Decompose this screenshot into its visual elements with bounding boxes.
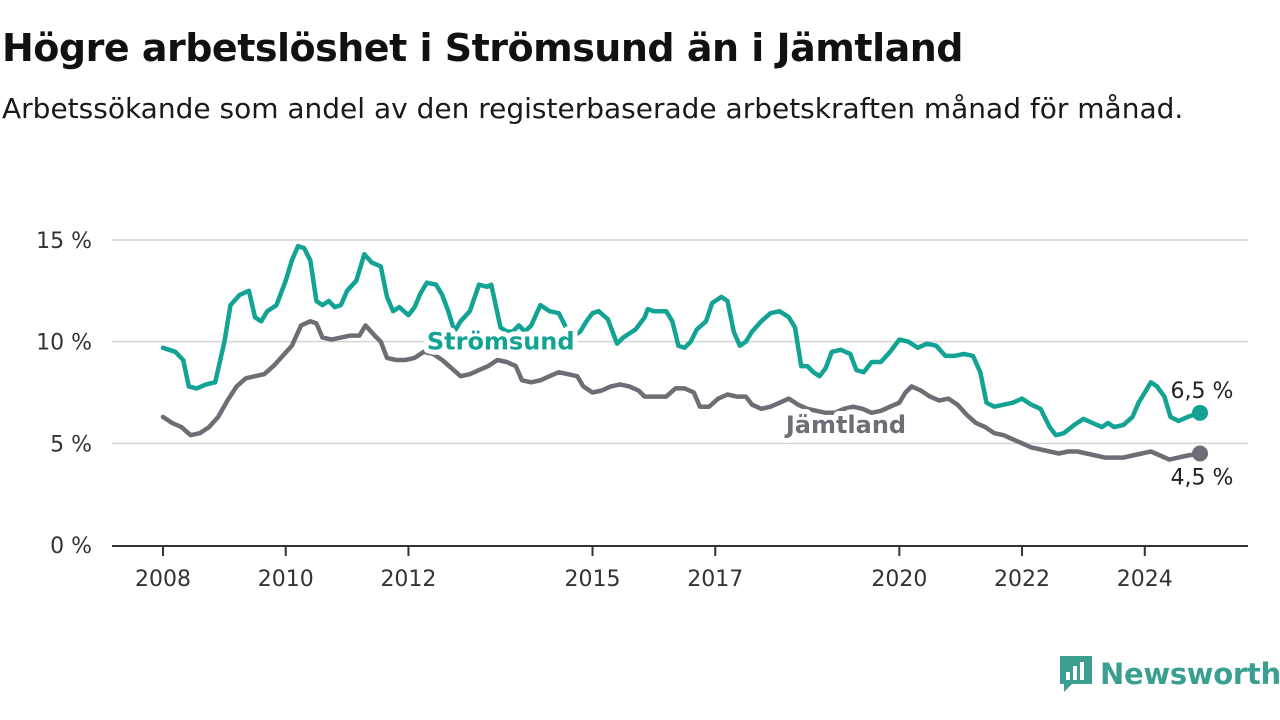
gridlines — [112, 239, 1248, 445]
y-tick-label: 10 % — [36, 331, 92, 356]
x-tick-label: 2010 — [258, 567, 314, 592]
series-label-jamtland: Jämtland — [784, 411, 906, 439]
x-tick-label: 2012 — [380, 567, 436, 592]
y-axis-ticks: 0 % 5 % 10 % 15 % — [36, 229, 92, 559]
series-endpoint-jamtland — [1192, 445, 1208, 462]
y-tick-label: 5 % — [50, 432, 92, 457]
series-endpoint-stromsund — [1192, 404, 1208, 421]
brand-name: Newsworthy — [1100, 657, 1280, 691]
end-value-label-jamtland: 4,5 % — [1171, 466, 1234, 491]
x-axis-ticks: 2008 2010 2012 2015 2017 2020 2022 2024 — [135, 546, 1173, 592]
series-labels: Strömsund Jämtland 6,5 % 4,5 % — [422, 323, 1237, 494]
x-tick-label: 2017 — [687, 567, 743, 592]
end-value-label-stromsund: 6,5 % — [1171, 379, 1234, 404]
x-tick-label: 2020 — [871, 567, 927, 592]
page-subtitle: Arbetssökande som andel av den registerb… — [2, 92, 1184, 125]
x-tick-label: 2024 — [1117, 567, 1173, 592]
series-label-stromsund: Strömsund — [427, 328, 575, 356]
newsworthy-brand: Newsworthy — [1058, 654, 1280, 694]
y-tick-label: 15 % — [36, 229, 92, 254]
page-title: Högre arbetslöshet i Strömsund än i Jämt… — [2, 26, 964, 70]
y-tick-label: 0 % — [50, 534, 92, 559]
x-tick-label: 2008 — [135, 567, 191, 592]
x-tick-label: 2015 — [565, 567, 621, 592]
series-line-jamtland — [160, 319, 1203, 462]
newsworthy-logo-icon — [1060, 656, 1092, 692]
x-tick-label: 2022 — [994, 567, 1050, 592]
series-lines — [160, 243, 1208, 462]
series-line-stromsund — [160, 243, 1203, 438]
